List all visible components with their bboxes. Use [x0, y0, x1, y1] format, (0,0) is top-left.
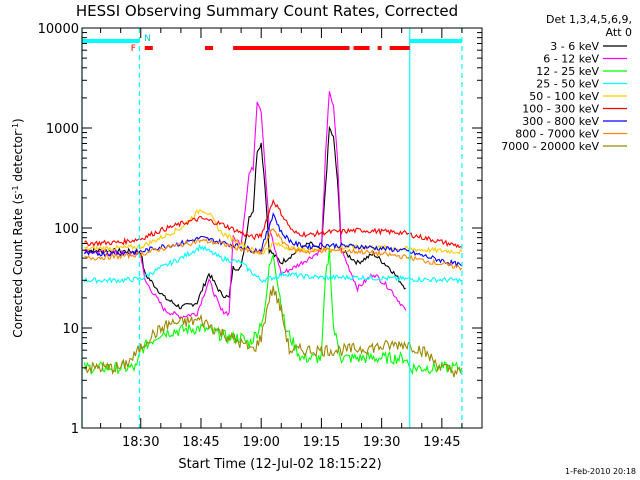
y-axis-label-part1: Corrected Count Rate (s [11, 193, 25, 337]
legend-label-7: 800 - 7000 keV [515, 128, 599, 141]
chart-title: HESSI Observing Summary Count Rates, Cor… [76, 2, 458, 20]
plot-area: NF 1 10 100 1000 10000 18:30 18:45 19:00 19:15 19:… [38, 22, 483, 450]
y-tick-label-2: 100 [54, 222, 79, 237]
series-line-1 [84, 91, 407, 320]
flag-label-n: N [144, 34, 151, 44]
legend-label-0: 3 - 6 keV [550, 40, 599, 53]
y-tick-label-3: 1000 [46, 122, 79, 137]
y-axis-label-sup2: -1 [11, 123, 20, 131]
legend-label-2: 12 - 25 keV [536, 65, 599, 78]
x-tick-label-0: 18:30 [122, 435, 159, 450]
y-axis-label: Corrected Count Rate (s-1 detector-1) [11, 118, 25, 337]
y-axis-label-part3: ) [11, 118, 25, 123]
y-tick-label-1: 10 [62, 322, 79, 337]
series-line-5 [84, 198, 462, 249]
series-line-8 [84, 285, 463, 378]
legend-label-1: 6 - 12 keV [543, 53, 599, 66]
y-tick-label-4: 10000 [38, 22, 79, 37]
x-axis-label: Start Time (12-Jul-02 18:15:22) [178, 457, 381, 472]
legend-label-4: 50 - 100 keV [529, 90, 599, 103]
series-line-3 [83, 243, 463, 285]
x-tick-label-4: 19:30 [363, 435, 400, 450]
y-tick-label-0: 1 [71, 422, 79, 437]
footer-date: 1-Feb-2010 20:18 [565, 467, 636, 476]
x-tick-label-5: 19:45 [423, 435, 460, 450]
x-tick-label-3: 19:15 [303, 435, 340, 450]
plot-frame [81, 27, 483, 429]
legend-label-8: 7000 - 20000 keV [501, 140, 599, 153]
y-axis-label-part2: detector [11, 131, 25, 186]
x-tick-label-1: 18:45 [182, 435, 219, 450]
x-tick-label-2: 19:00 [242, 435, 279, 450]
legend-label-6: 300 - 800 keV [522, 115, 599, 128]
series-line-2 [83, 247, 463, 376]
series-line-7 [84, 228, 463, 271]
legend-header-line2: Att 0 [606, 26, 632, 39]
series-line-4 [84, 209, 463, 255]
y-axis-label-group: Corrected Count Rate (s-1 detector-1) [11, 118, 25, 337]
y-axis-label-sup1: -1 [11, 185, 20, 193]
series-line-6 [84, 212, 463, 269]
legend-label-5: 100 - 300 keV [522, 103, 599, 116]
flag-label-f: F [131, 44, 136, 54]
legend-header-line1: Det 1,3,4,5,6,9, [546, 13, 632, 26]
legend-label-3: 25 - 50 keV [536, 78, 599, 91]
